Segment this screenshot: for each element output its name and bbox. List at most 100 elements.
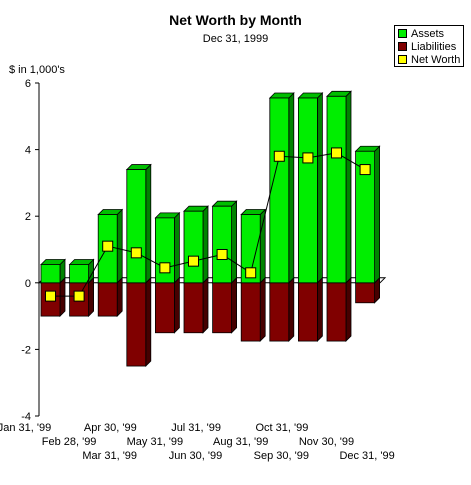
- liabilities-bar-side: [316, 276, 323, 343]
- liabilities-bar: [125, 276, 152, 368]
- assets-bar-side: [202, 205, 209, 284]
- x-tick-label: Apr 30, '99: [84, 422, 137, 434]
- assets-bar: [297, 92, 324, 284]
- assets-bar: [240, 208, 267, 284]
- assets-bar: [326, 90, 352, 284]
- assets-bar-front: [240, 214, 261, 284]
- liabilities-bar-front: [355, 282, 376, 304]
- net-worth-point: [273, 150, 285, 162]
- liabilities-bar-front: [326, 282, 347, 342]
- net-worth-point: [245, 267, 257, 279]
- y-tick-label: -2: [21, 344, 31, 356]
- liabilities-bar-front: [183, 282, 204, 334]
- net-worth-point: [73, 290, 85, 302]
- assets-bar-front: [183, 210, 204, 284]
- assets-bar-side: [345, 90, 352, 284]
- legend-item: Net Worth: [398, 53, 463, 66]
- assets-bar-front: [326, 95, 347, 284]
- net-worth-point: [188, 255, 199, 267]
- assets-bar-side: [259, 208, 266, 284]
- assets-bar-side: [231, 200, 238, 284]
- assets-bar: [268, 92, 295, 284]
- assets-bar: [40, 258, 66, 284]
- liabilities-bar-side: [116, 276, 123, 318]
- legend-label: Liabilities: [411, 40, 457, 53]
- legend-label: Assets: [411, 27, 445, 40]
- liabilities-bar: [154, 276, 181, 334]
- net-worth-point: [130, 247, 142, 259]
- net-worth-point: [102, 240, 114, 252]
- liabilities-bar-front: [297, 282, 318, 342]
- liabilities-bar: [97, 276, 124, 318]
- net-worth-point: [302, 152, 314, 164]
- y-tick-label: 4: [25, 145, 31, 157]
- x-tick-label: Jul 31, '99: [171, 422, 221, 434]
- legend-item: Assets: [398, 27, 463, 40]
- y-tick-label: 6: [25, 78, 31, 90]
- x-tick-label: Dec 31, '99: [339, 450, 394, 462]
- liabilities-bar: [211, 276, 238, 334]
- net-worth-point: [45, 290, 56, 302]
- net-worth-point: [159, 262, 171, 274]
- assets-bar: [68, 258, 95, 284]
- liabilities-bar-side: [231, 276, 238, 334]
- assets-bar: [354, 145, 381, 284]
- y-tick-label: 0: [25, 278, 31, 290]
- assets-bar-side: [374, 145, 381, 284]
- liabilities-bar-side: [202, 276, 209, 334]
- x-tick-label: May 31, '99: [127, 436, 184, 448]
- x-tick-label: Jun 30, '99: [169, 450, 222, 462]
- liabilities-bar-side: [88, 276, 94, 318]
- liabilities-bar-side: [345, 276, 352, 343]
- legend-swatch: [398, 55, 407, 64]
- liabilities-bar-side: [173, 276, 180, 334]
- legend-swatch: [398, 42, 407, 51]
- liabilities-bar: [240, 276, 267, 343]
- assets-bar-side: [145, 163, 152, 284]
- assets-bar-front: [69, 264, 89, 284]
- assets-bar-front: [297, 97, 318, 284]
- liabilities-bar-side: [288, 276, 295, 343]
- assets-bar-front: [126, 169, 147, 284]
- liabilities-bar-side: [59, 276, 66, 318]
- x-tick-label: Nov 30, '99: [299, 436, 354, 448]
- y-tick-label: 2: [25, 211, 31, 223]
- legend-item: Liabilities: [398, 40, 463, 53]
- assets-bar-side: [316, 92, 323, 284]
- assets-bar-front: [355, 150, 376, 284]
- assets-bar-front: [212, 205, 233, 284]
- net-worth-point: [216, 248, 228, 260]
- assets-bar: [183, 205, 209, 284]
- chart-subtitle: Dec 31, 1999: [202, 33, 269, 45]
- liabilities-bar-front: [126, 282, 147, 367]
- x-tick-label: Jan 31, '99: [0, 422, 51, 434]
- legend-label: Net Worth: [411, 53, 461, 66]
- x-tick-label: Aug 31, '99: [213, 436, 268, 448]
- assets-bar-side: [116, 208, 123, 284]
- y-axis-label: $ in 1,000's: [9, 64, 65, 76]
- assets-bar-front: [269, 97, 290, 284]
- liabilities-bar-front: [212, 282, 233, 334]
- liabilities-bar: [326, 276, 352, 343]
- x-tick-label: Oct 31, '99: [255, 422, 308, 434]
- liabilities-bar: [268, 276, 295, 343]
- liabilities-bar-side: [145, 276, 152, 368]
- assets-bar-side: [288, 92, 295, 284]
- x-tick-label: Sep 30, '99: [254, 450, 309, 462]
- x-tick-label: Mar 31, '99: [82, 450, 137, 462]
- assets-bar: [211, 200, 238, 284]
- liabilities-bar-front: [154, 282, 175, 334]
- x-tick-label: Feb 28, '99: [42, 436, 97, 448]
- assets-bar-side: [173, 211, 180, 284]
- liabilities-bar-side: [259, 276, 266, 343]
- liabilities-bar-front: [97, 282, 118, 317]
- assets-bar: [125, 163, 152, 284]
- net-worth-point: [359, 164, 371, 176]
- legend-swatch: [398, 29, 407, 38]
- legend: Assets Liabilities Net Worth: [394, 25, 464, 67]
- y-tick-label: -4: [21, 411, 31, 423]
- liabilities-bar-front: [240, 282, 261, 342]
- liabilities-bar-front: [269, 282, 290, 342]
